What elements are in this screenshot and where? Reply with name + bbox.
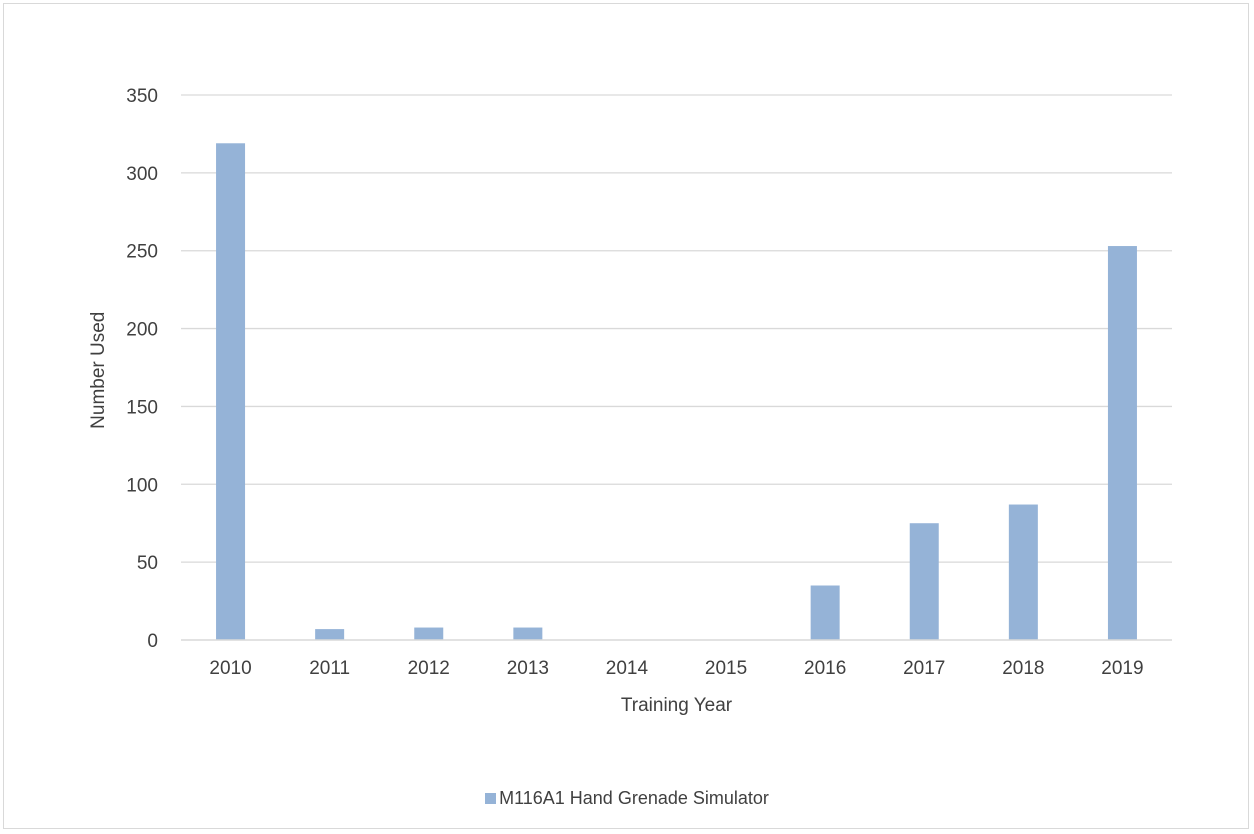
y-tick-label: 100 <box>126 475 158 496</box>
x-tick-label: 2015 <box>705 658 747 679</box>
y-tick-label: 150 <box>126 397 158 418</box>
y-tick-label: 300 <box>126 164 158 185</box>
x-axis-title: Training Year <box>621 695 733 716</box>
x-tick-label: 2016 <box>804 658 846 679</box>
x-tick-label: 2010 <box>209 658 251 679</box>
x-tick-label: 2017 <box>903 658 945 679</box>
chart-frame <box>3 3 1249 829</box>
bar-2010 <box>216 143 246 640</box>
bar-2017 <box>909 523 939 640</box>
bar-2016 <box>810 585 840 640</box>
y-tick-label: 200 <box>126 320 158 341</box>
legend-label: M116A1 Hand Grenade Simulator <box>499 788 769 808</box>
bar-2013 <box>513 627 543 640</box>
bar-2011 <box>315 629 345 640</box>
y-tick-labels: 0 50 100 150 200 250 300 350 <box>126 86 158 652</box>
x-tick-label: 2013 <box>507 658 549 679</box>
bar-2018 <box>1008 504 1038 640</box>
x-tick-labels: 2010 2011 2012 2013 2014 2015 2016 2017 2018 2019 <box>209 658 1143 679</box>
bar-2012 <box>414 627 444 640</box>
y-tick-label: 0 <box>147 631 158 652</box>
x-tick-label: 2019 <box>1101 658 1143 679</box>
legend-swatch <box>485 793 497 804</box>
x-tick-label: 2014 <box>606 658 649 679</box>
y-axis-title: Number Used <box>88 312 109 429</box>
y-tick-label: 250 <box>126 242 158 263</box>
y-tick-label: 350 <box>126 86 158 107</box>
legend: M116A1 Hand Grenade Simulator <box>0 788 1254 809</box>
x-tick-label: 2012 <box>408 658 450 679</box>
x-tick-label: 2018 <box>1002 658 1044 679</box>
gridlines <box>181 94 1172 563</box>
bar-2019 <box>1107 246 1137 641</box>
bars <box>216 143 1137 641</box>
x-tick-label: 2011 <box>309 658 350 679</box>
y-tick-label: 50 <box>137 553 158 574</box>
